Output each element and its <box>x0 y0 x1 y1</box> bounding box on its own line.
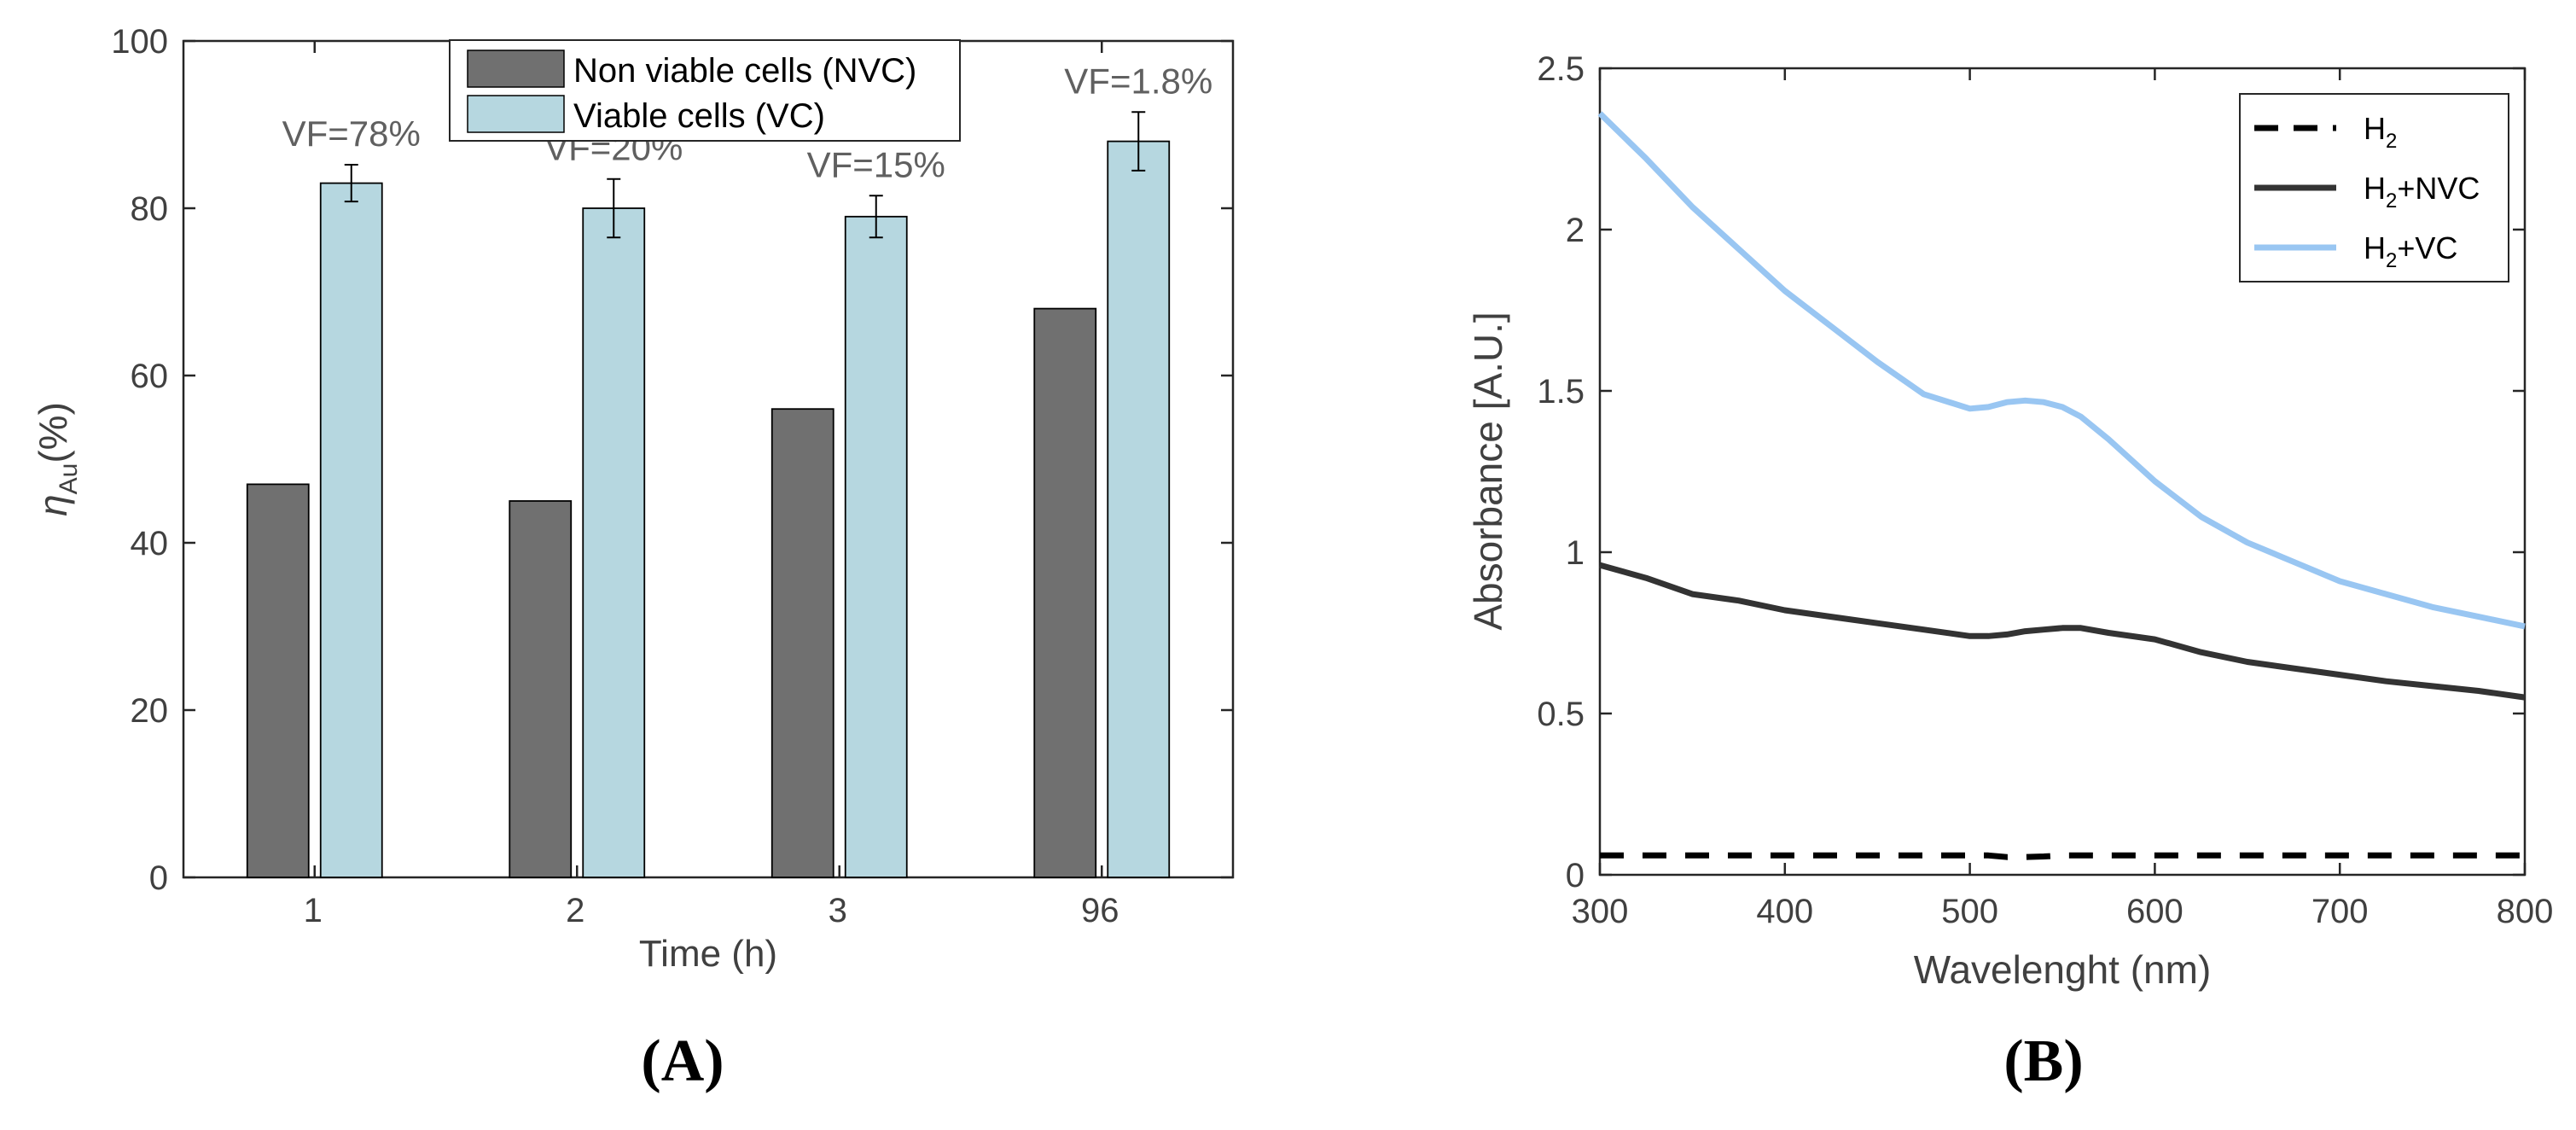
series-line-h2 <box>1600 852 2525 860</box>
bar-nvc <box>246 483 310 878</box>
y-axis-label-b: Absorbance [A.U.] <box>1466 312 1510 630</box>
y-tick-label-a: 80 <box>131 190 169 228</box>
x-axis-label-b: Wavelenght (nm) <box>1914 947 2212 992</box>
y-axis-label-a: ηAu(%) <box>31 402 83 516</box>
x-tick-label-b: 800 <box>2497 893 2554 930</box>
bar-vc <box>319 182 383 878</box>
bar-nvc <box>509 500 573 878</box>
y-tick-label-a: 100 <box>111 23 168 61</box>
vf-annotation: VF=15% <box>807 144 945 184</box>
y-tick-label-b: 1.5 <box>1537 373 1585 411</box>
legend-swatch-nvc <box>467 50 565 88</box>
y-axis-label-symbol: η <box>31 494 75 516</box>
y-tick-label-a: 0 <box>149 859 168 897</box>
panel-label-a: (A) <box>641 1028 724 1094</box>
legend-label-vc: Viable cells (VC) <box>573 97 825 135</box>
y-tick-label-b: 2.5 <box>1537 50 1585 88</box>
vf-annotation: VF=78% <box>282 114 421 154</box>
panel-label-b: (B) <box>2003 1028 2083 1094</box>
x-tick-label-b: 400 <box>1756 893 1813 930</box>
vf-annotation: VF=1.8% <box>1064 61 1212 101</box>
bar-vc <box>1107 140 1171 878</box>
legend-label-b: H2+VC <box>2364 230 2457 272</box>
y-tick-label-a: 60 <box>131 358 169 395</box>
x-tick-label-a: 2 <box>566 892 584 929</box>
legend-swatch-vc <box>467 95 565 133</box>
line-chart-panel-b: 0 0.5 1 1.5 2 2.5 300 400 500 600 700 800 Waveleng… <box>1466 50 2553 1094</box>
x-tick-label-b: 700 <box>2311 893 2369 930</box>
legend-label-b: H2 <box>2364 111 2397 153</box>
y-tick-label-b: 0 <box>1566 857 1585 894</box>
legend-b: H2 H2+NVC H2+VC <box>2239 93 2509 282</box>
x-tick-label-b: 500 <box>1941 893 1998 930</box>
legend-label-b: H2+NVC <box>2364 171 2480 213</box>
legend-label-nvc: Non viable cells (NVC) <box>573 52 916 90</box>
y-tick-label-b: 0.5 <box>1537 696 1585 733</box>
y-tick-label-a: 40 <box>131 525 169 562</box>
bar-nvc <box>770 408 834 878</box>
x-axis-label-a: Time (h) <box>639 933 777 975</box>
x-tick-label-a: 1 <box>304 892 323 929</box>
x-tick-label-b: 600 <box>2126 893 2183 930</box>
y-tick-label-b: 1 <box>1566 534 1585 572</box>
y-tick-label-a: 20 <box>131 692 169 730</box>
series-line-h2-nvc <box>1599 562 2526 701</box>
x-tick-label-a: 96 <box>1081 892 1119 929</box>
bar-vc <box>582 207 646 878</box>
x-tick-label-a: 3 <box>829 892 847 929</box>
series-line-h2-vc <box>1597 111 2526 630</box>
bar-nvc <box>1033 307 1097 878</box>
bar-vc <box>844 215 908 878</box>
x-tick-label-b: 300 <box>1572 893 1629 930</box>
y-tick-label-b: 2 <box>1566 212 1585 249</box>
y-axis-label-subscript: Au <box>55 463 83 495</box>
y-axis-label-unit: (%) <box>31 402 75 463</box>
legend-a: Non viable cells (NVC) Viable cells (VC) <box>449 39 961 142</box>
